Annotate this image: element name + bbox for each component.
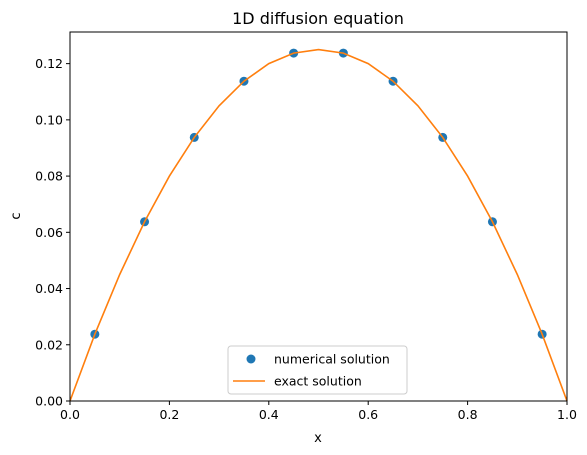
legend-label-exact: exact solution [274,374,362,389]
x-tick-label: 0.4 [259,407,279,422]
y-axis-label: c [9,212,24,219]
x-tick-label: 0.8 [458,407,478,422]
legend-label-numerical: numerical solution [274,352,390,367]
x-tick-label: 1.0 [557,407,577,422]
x-axis: 0.0 0.2 0.4 0.6 0.8 1.0 [60,401,577,422]
x-tick-label: 0.6 [358,407,378,422]
y-axis: 0.00 0.02 0.04 0.06 0.08 0.10 0.12 [35,56,70,408]
legend-marker-numerical [247,355,256,364]
chart-title: 1D diffusion equation [232,9,404,28]
y-tick-label: 0.02 [35,337,63,352]
y-tick-label: 0.12 [35,56,63,71]
y-tick-label: 0.00 [35,394,63,409]
x-tick-label: 0.0 [60,407,80,422]
legend: numerical solution exact solution [228,346,407,394]
y-tick-label: 0.10 [35,112,63,127]
x-axis-label: x [314,431,322,446]
y-tick-label: 0.04 [35,281,63,296]
x-tick-label: 0.2 [159,407,179,422]
y-tick-label: 0.06 [35,225,63,240]
y-tick-label: 0.08 [35,169,63,184]
